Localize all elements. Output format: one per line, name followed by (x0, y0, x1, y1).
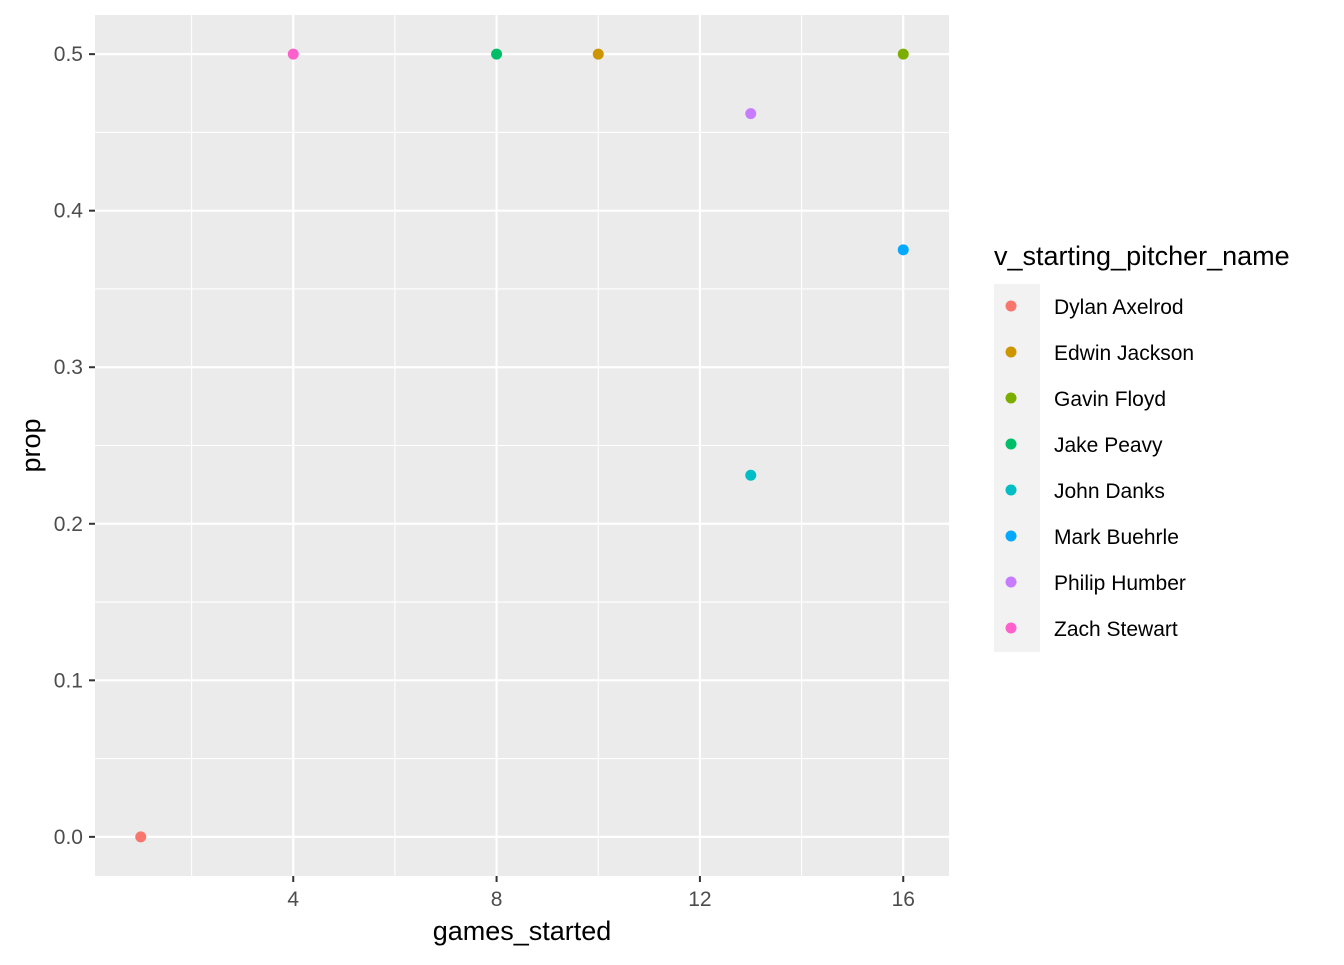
legend-key (1005, 438, 1017, 450)
y-axis-title: prop (16, 418, 46, 472)
y-tick-label: 0.3 (54, 356, 83, 379)
legend-label: John Danks (1054, 480, 1165, 503)
legend-label: Philip Humber (1054, 572, 1186, 595)
y-tick-label: 0.0 (54, 826, 83, 849)
data-point (491, 48, 503, 60)
legend-label: Dylan Axelrod (1054, 296, 1184, 319)
legend-key (1005, 484, 1017, 496)
legend-key (1005, 392, 1017, 404)
data-point (135, 831, 147, 843)
x-tick-label: 8 (491, 888, 503, 911)
data-point (745, 469, 757, 481)
x-tick-label: 12 (688, 888, 711, 911)
y-tick-label: 0.1 (54, 669, 83, 692)
legend-label: Jake Peavy (1054, 434, 1163, 457)
data-point (287, 48, 299, 60)
x-tick-label: 16 (892, 888, 915, 911)
legend-label: Edwin Jackson (1054, 342, 1194, 365)
legend-label: Mark Buehrle (1054, 526, 1179, 549)
data-point (897, 244, 909, 256)
x-axis-title: games_started (433, 916, 612, 946)
x-tick-label: 4 (287, 888, 299, 911)
y-tick-label: 0.4 (54, 200, 84, 223)
data-point (897, 48, 909, 60)
legend-key (1005, 622, 1017, 634)
legend-key (1005, 346, 1017, 358)
legend-label: Zach Stewart (1054, 618, 1178, 641)
legend-key (1005, 576, 1017, 588)
y-tick-label: 0.5 (54, 43, 83, 66)
legend-key (1005, 300, 1017, 312)
data-point (745, 108, 757, 120)
legend-title: v_starting_pitcher_name (994, 241, 1290, 271)
legend-label: Gavin Floyd (1054, 388, 1166, 411)
legend-key-background (994, 284, 1040, 652)
data-point (592, 48, 604, 60)
y-tick-label: 0.2 (54, 513, 83, 536)
legend-key (1005, 530, 1017, 542)
